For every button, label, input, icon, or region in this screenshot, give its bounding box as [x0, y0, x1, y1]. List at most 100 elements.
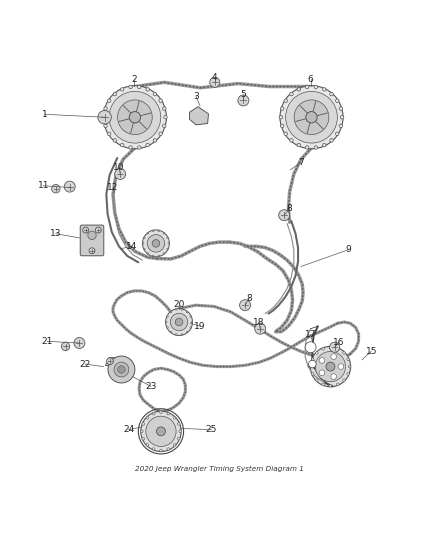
Circle shape	[144, 248, 145, 250]
Text: 24: 24	[123, 425, 134, 434]
Text: 21: 21	[42, 337, 53, 346]
Text: 13: 13	[50, 229, 62, 238]
Circle shape	[170, 311, 172, 313]
Circle shape	[191, 321, 193, 323]
Circle shape	[336, 348, 339, 350]
Circle shape	[305, 146, 309, 149]
Circle shape	[186, 332, 188, 333]
Circle shape	[310, 365, 313, 368]
Circle shape	[340, 116, 344, 119]
Circle shape	[280, 86, 343, 149]
Circle shape	[177, 423, 180, 425]
Circle shape	[336, 383, 339, 386]
Circle shape	[294, 100, 329, 134]
Circle shape	[190, 327, 191, 328]
Circle shape	[142, 230, 170, 257]
Circle shape	[159, 449, 162, 452]
Text: 18: 18	[253, 318, 265, 327]
Circle shape	[103, 86, 166, 149]
Text: 5: 5	[240, 91, 246, 100]
Circle shape	[173, 416, 176, 419]
Circle shape	[107, 99, 111, 102]
Circle shape	[147, 253, 148, 254]
Circle shape	[146, 143, 149, 147]
Circle shape	[104, 124, 107, 127]
Circle shape	[322, 383, 325, 386]
Circle shape	[336, 99, 339, 102]
Circle shape	[117, 100, 152, 134]
Text: 23: 23	[145, 382, 156, 391]
Circle shape	[348, 365, 351, 368]
Text: 10: 10	[113, 163, 125, 172]
Circle shape	[152, 412, 155, 415]
Circle shape	[238, 95, 249, 106]
Circle shape	[329, 346, 332, 349]
Circle shape	[319, 358, 325, 363]
Circle shape	[322, 348, 325, 350]
Text: 12: 12	[107, 183, 119, 192]
Circle shape	[109, 91, 161, 143]
Circle shape	[158, 230, 159, 232]
Circle shape	[167, 248, 168, 250]
Circle shape	[166, 321, 167, 323]
Circle shape	[98, 110, 111, 124]
Circle shape	[347, 373, 350, 375]
Circle shape	[322, 87, 326, 91]
Circle shape	[159, 132, 162, 135]
Text: 6: 6	[308, 75, 314, 84]
Circle shape	[129, 111, 141, 123]
Text: 2020 Jeep Wrangler Timing System Diagram 1: 2020 Jeep Wrangler Timing System Diagram…	[134, 466, 304, 472]
Circle shape	[153, 139, 157, 142]
Circle shape	[167, 237, 168, 239]
Circle shape	[146, 416, 176, 447]
Circle shape	[167, 448, 170, 450]
Circle shape	[113, 92, 117, 96]
Circle shape	[147, 232, 148, 234]
Circle shape	[141, 411, 181, 451]
Circle shape	[106, 358, 113, 365]
Circle shape	[331, 354, 336, 359]
Circle shape	[306, 111, 317, 123]
Circle shape	[146, 87, 149, 91]
Circle shape	[162, 124, 166, 127]
Circle shape	[158, 255, 159, 257]
Circle shape	[83, 227, 88, 233]
Circle shape	[147, 235, 165, 252]
Circle shape	[290, 92, 293, 96]
Circle shape	[343, 352, 345, 354]
Circle shape	[162, 107, 166, 110]
Text: 25: 25	[206, 425, 217, 434]
Circle shape	[190, 316, 191, 317]
Circle shape	[108, 356, 135, 383]
Circle shape	[144, 237, 145, 239]
Circle shape	[181, 309, 183, 310]
Circle shape	[146, 443, 149, 446]
Text: 20: 20	[173, 300, 185, 309]
Circle shape	[156, 427, 166, 436]
Circle shape	[104, 107, 107, 110]
Text: 7: 7	[298, 158, 304, 167]
Circle shape	[322, 143, 326, 147]
Text: 8: 8	[287, 204, 293, 213]
Circle shape	[88, 231, 96, 240]
Circle shape	[114, 362, 129, 377]
Circle shape	[163, 232, 165, 234]
Text: 2: 2	[131, 75, 137, 84]
Circle shape	[89, 248, 95, 254]
Text: 22: 22	[80, 360, 91, 368]
Text: 8: 8	[247, 294, 252, 303]
Circle shape	[166, 316, 168, 317]
Circle shape	[255, 324, 266, 334]
Text: 3: 3	[193, 92, 199, 101]
Circle shape	[331, 374, 336, 379]
Text: 9: 9	[346, 245, 351, 254]
Circle shape	[284, 132, 287, 135]
Circle shape	[305, 342, 316, 353]
Circle shape	[329, 384, 332, 387]
Circle shape	[210, 77, 220, 87]
Circle shape	[164, 116, 167, 119]
Circle shape	[152, 255, 154, 257]
Circle shape	[102, 116, 106, 119]
Circle shape	[170, 313, 188, 331]
Text: 17: 17	[305, 330, 316, 339]
